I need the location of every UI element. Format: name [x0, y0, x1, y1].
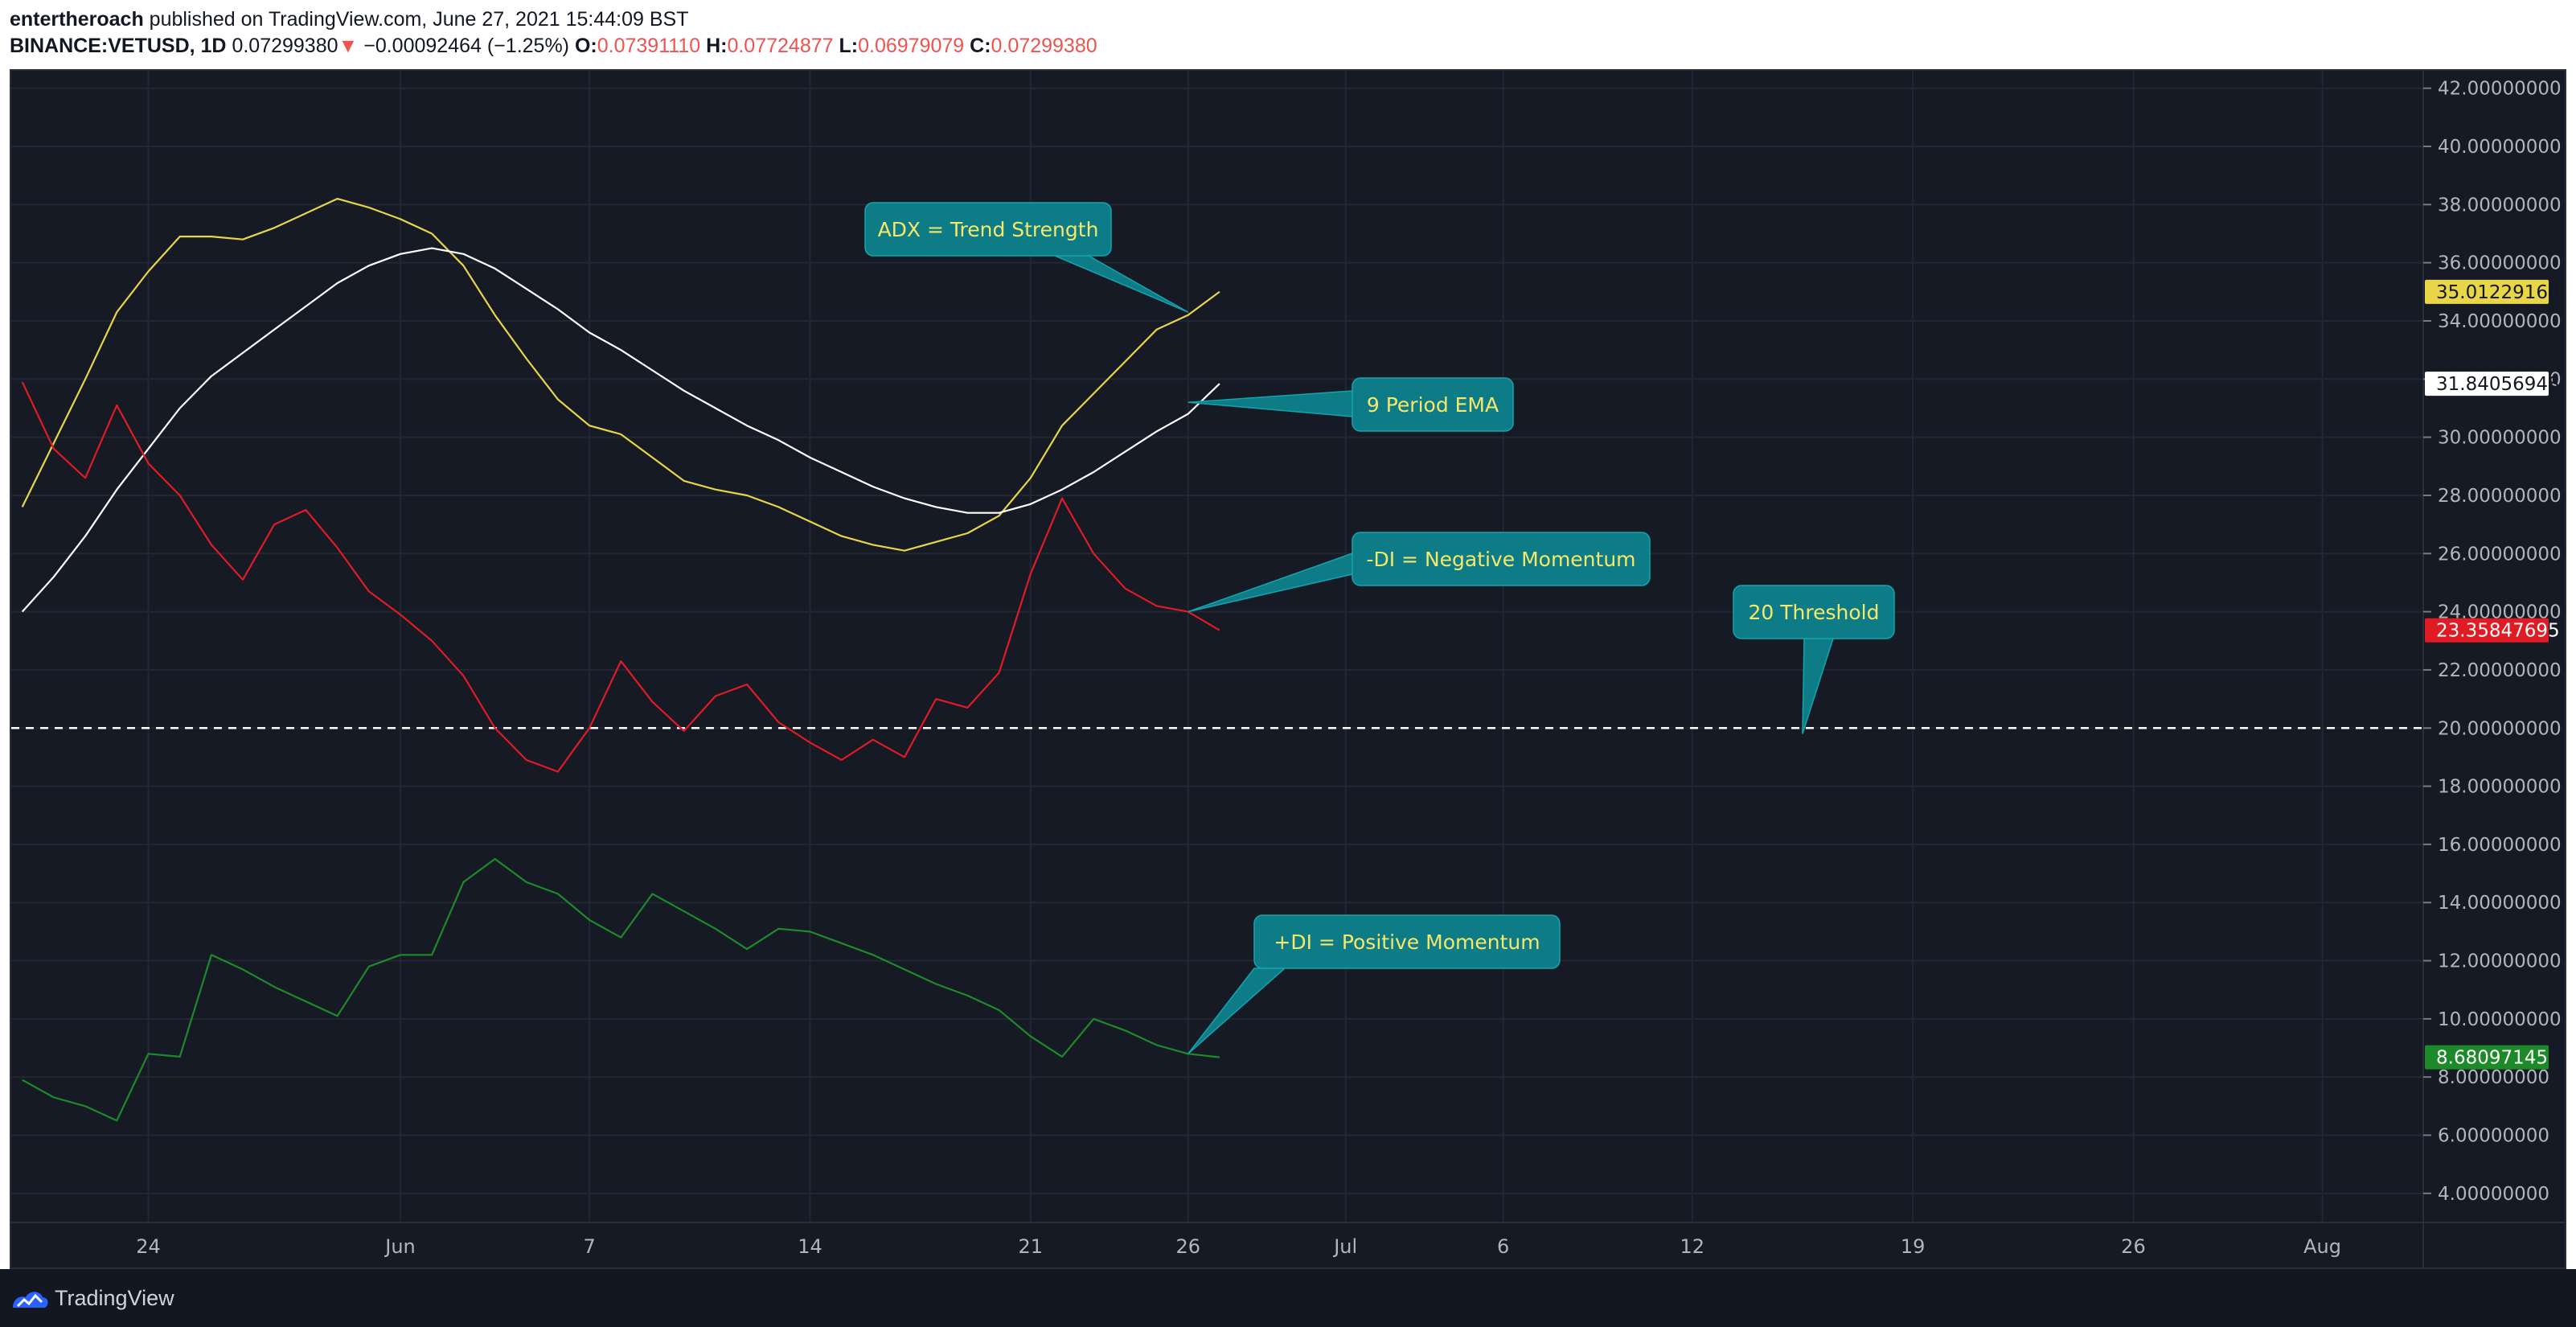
- last-value-tag: [2425, 1045, 2549, 1070]
- open-value: 0.07391110: [597, 35, 701, 57]
- high-value: 0.07724877: [727, 35, 834, 57]
- minus-di-line: [21, 381, 1220, 773]
- high-label: H:: [706, 35, 728, 57]
- open-label: O:: [574, 35, 597, 57]
- last-value-tag: [2425, 279, 2549, 304]
- y-tick-label: 12.00000000: [2438, 951, 2562, 972]
- close-value: 0.07299380: [991, 35, 1097, 57]
- y-tick-label: 4.00000000: [2438, 1184, 2549, 1205]
- last-value-tag: [2425, 372, 2549, 396]
- adx-line: [21, 198, 1220, 552]
- x-tick-label: 14: [798, 1235, 822, 1258]
- ohlc-legend: BINANCE:VETUSD, 1D 0.07299380▼ −0.000924…: [10, 32, 1097, 60]
- y-tick-label: 14.00000000: [2438, 893, 2562, 914]
- brand-name[interactable]: TradingView: [55, 1286, 174, 1310]
- x-tick-label: 26: [2121, 1235, 2146, 1258]
- chart-panel[interactable]: 4.00000000 6.00000000 8.00000000 10.0000000…: [10, 69, 2566, 1269]
- last-value-label: 35.01229160: [2436, 282, 2560, 303]
- x-tick-label: 24: [136, 1235, 161, 1258]
- close-label: C:: [970, 35, 991, 57]
- y-tick-label: 36.00000000: [2438, 253, 2562, 274]
- callout-label: +DI = Positive Momentum: [1274, 931, 1540, 954]
- y-tick-label: 28.00000000: [2438, 486, 2562, 507]
- callout-box: [1733, 585, 1895, 639]
- y-tick-label: 42.00000000: [2438, 79, 2562, 100]
- callout-box: [864, 202, 1112, 257]
- publish-header: entertheroach published on TradingView.c…: [10, 5, 689, 34]
- price-change: −0.00092464 (−1.25%): [363, 35, 569, 57]
- callout-label: 20 Threshold: [1749, 601, 1880, 624]
- x-tick-label: 19: [1901, 1235, 1926, 1258]
- last-value-label: 23.35847695: [2436, 621, 2560, 642]
- ema-line: [21, 247, 1220, 613]
- tradingview-logo-icon[interactable]: [8, 1284, 51, 1313]
- y-tick-label: 20.00000000: [2438, 718, 2562, 739]
- y-tick-label: 40.00000000: [2438, 137, 2562, 158]
- last-value-tag: [2425, 618, 2549, 643]
- callout-label: ADX = Trend Strength: [878, 218, 1099, 241]
- y-tick-label: 16.00000000: [2438, 835, 2562, 856]
- chart-svg[interactable]: 4.00000000 6.00000000 8.00000000 10.0000000…: [11, 71, 2565, 1267]
- low-label: L:: [839, 35, 859, 57]
- y-tick-label: 34.00000000: [2438, 311, 2562, 332]
- callout-box: [1352, 532, 1651, 586]
- symbol-label: BINANCE:VETUSD, 1D: [10, 35, 227, 57]
- x-tick-label: 26: [1175, 1235, 1200, 1258]
- down-arrow-icon: ▼: [338, 35, 359, 57]
- footer-bar: TradingView: [0, 1269, 2576, 1327]
- author-name[interactable]: entertheroach: [10, 8, 144, 31]
- y-tick-label: 6.00000000: [2438, 1126, 2549, 1147]
- y-tick-label: 30.00000000: [2438, 428, 2562, 449]
- y-tick-label: 26.00000000: [2438, 544, 2562, 565]
- publish-info: published on TradingView.com, June 27, 2…: [143, 8, 689, 31]
- last-value-label: 8.68097145: [2436, 1048, 2548, 1069]
- callout-box: [1253, 914, 1561, 969]
- y-tick-label: 38.00000000: [2438, 195, 2562, 216]
- y-tick-label: 22.00000000: [2438, 660, 2562, 681]
- x-tick-label: 21: [1019, 1235, 1044, 1258]
- low-value: 0.06979079: [858, 35, 965, 57]
- y-tick-label: 18.00000000: [2438, 777, 2562, 798]
- x-tick-label: 7: [583, 1235, 595, 1258]
- x-tick-label: 6: [1497, 1235, 1509, 1258]
- callout-box: [1352, 377, 1514, 432]
- x-tick-label: Jul: [1332, 1235, 1357, 1258]
- x-tick-label: Aug: [2303, 1235, 2341, 1258]
- y-tick-label: 8.00000000: [2438, 1067, 2549, 1088]
- last-price: 0.07299380: [232, 35, 338, 57]
- plus-di-line: [22, 857, 1220, 1122]
- x-tick-label: 12: [1680, 1235, 1705, 1258]
- y-tick-label: 10.00000000: [2438, 1009, 2562, 1030]
- callout-label: -DI = Negative Momentum: [1366, 548, 1635, 571]
- x-tick-label: Jun: [384, 1235, 416, 1258]
- callout-label: 9 Period EMA: [1367, 393, 1499, 417]
- last-value-label: 31.84056948: [2436, 374, 2560, 395]
